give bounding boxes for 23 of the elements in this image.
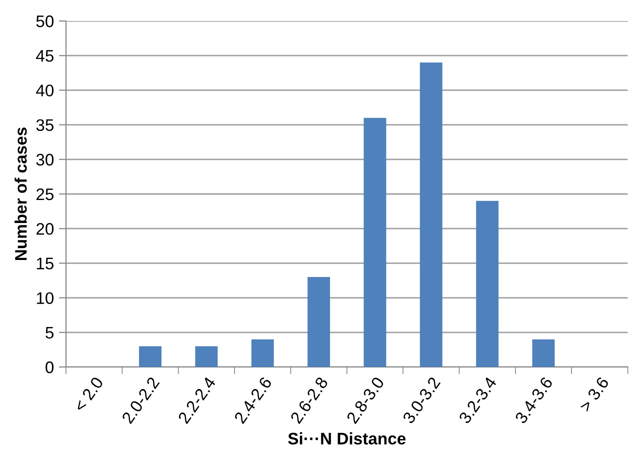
y-tick-label: 35 xyxy=(36,119,54,132)
bar xyxy=(308,277,330,367)
bar xyxy=(532,339,555,367)
y-tick-label: 20 xyxy=(36,223,54,235)
y-tick-label: 40 xyxy=(36,84,54,96)
y-tick-label: 15 xyxy=(36,258,54,270)
bar xyxy=(251,339,274,367)
bar xyxy=(195,346,218,367)
bar xyxy=(476,200,499,367)
y-tick-label: 5 xyxy=(46,326,54,339)
y-tick-label: 0 xyxy=(46,361,54,374)
y-tick-label: 10 xyxy=(36,292,54,304)
x-tick-label: > 3.6 xyxy=(578,376,610,412)
bar xyxy=(139,346,162,367)
y-tick-label: 50 xyxy=(36,15,54,28)
x-axis-title: Si···N Distance xyxy=(288,432,406,445)
y-tick-label: 45 xyxy=(36,50,54,62)
bar xyxy=(364,118,386,367)
y-axis-title: Number of cases xyxy=(14,128,27,260)
bar xyxy=(420,62,442,367)
y-tick-label: 25 xyxy=(36,188,54,200)
x-tick-label: < 2.0 xyxy=(73,376,104,412)
y-tick-label: 30 xyxy=(36,154,54,166)
